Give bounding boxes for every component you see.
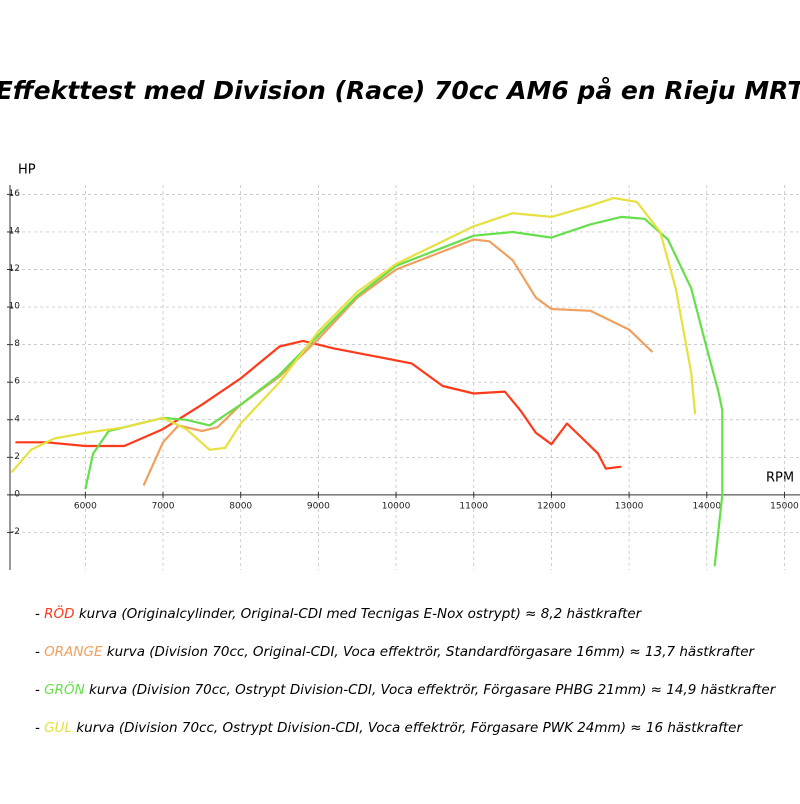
- x-tick-label: 13000: [615, 501, 644, 511]
- y-tick-label: 12: [9, 264, 20, 274]
- series-line: [142, 238, 654, 486]
- chart-title: Effekttest med Division (Race) 70cc AM6 …: [0, 76, 800, 105]
- y-tick-label: 14: [9, 226, 21, 236]
- y-tick-label: 6: [14, 377, 20, 387]
- x-tick-label: 15000: [770, 501, 799, 511]
- legend-description: kurva (Originalcylinder, Original-CDI me…: [75, 606, 643, 622]
- y-tick-label: 8: [14, 339, 20, 349]
- x-axis-label: RPM: [766, 471, 794, 486]
- legend-marker: -: [35, 682, 40, 698]
- series-line: [10, 197, 697, 474]
- legend-name: RÖD: [44, 604, 74, 622]
- x-tick-label: 14000: [692, 501, 721, 511]
- y-tick-label: 10: [9, 302, 21, 312]
- x-tick-label: 12000: [537, 501, 566, 511]
- x-tick-label: 11000: [459, 501, 488, 511]
- y-tick-label: -2: [11, 527, 20, 537]
- x-tick-label: 8000: [229, 501, 252, 511]
- x-tick-label: 6000: [74, 501, 97, 511]
- y-tick-label: 4: [14, 414, 20, 424]
- x-tick-label: 7000: [152, 501, 175, 511]
- series-line: [84, 215, 724, 567]
- legend-entry: - ORANGE kurva (Division 70cc, Original-…: [35, 644, 756, 660]
- legend-name: GRÖN: [44, 680, 85, 698]
- y-axis-label: HP: [18, 163, 36, 178]
- y-tick-label: 16: [9, 189, 21, 199]
- legend-entry: - GUL kurva (Division 70cc, Ostrypt Divi…: [35, 720, 743, 736]
- y-tick-label: 2: [14, 452, 20, 462]
- x-tick-label: 10000: [382, 501, 411, 511]
- legend-name: ORANGE: [44, 644, 103, 660]
- series-line: [15, 339, 622, 470]
- legend-description: kurva (Division 70cc, Ostrypt Division-C…: [85, 682, 777, 698]
- legend-entry: - RÖD kurva (Originalcylinder, Original-…: [35, 604, 643, 622]
- legend-marker: -: [35, 720, 40, 736]
- legend-description: kurva (Division 70cc, Ostrypt Division-C…: [72, 720, 743, 736]
- legend-entry: - GRÖN kurva (Division 70cc, Ostrypt Div…: [35, 680, 777, 698]
- legend-name: GUL: [44, 720, 72, 736]
- legend-marker: -: [35, 606, 40, 622]
- x-tick-label: 9000: [307, 501, 330, 511]
- legend-description: kurva (Division 70cc, Original-CDI, Voca…: [103, 644, 756, 660]
- legend-marker: -: [35, 644, 40, 660]
